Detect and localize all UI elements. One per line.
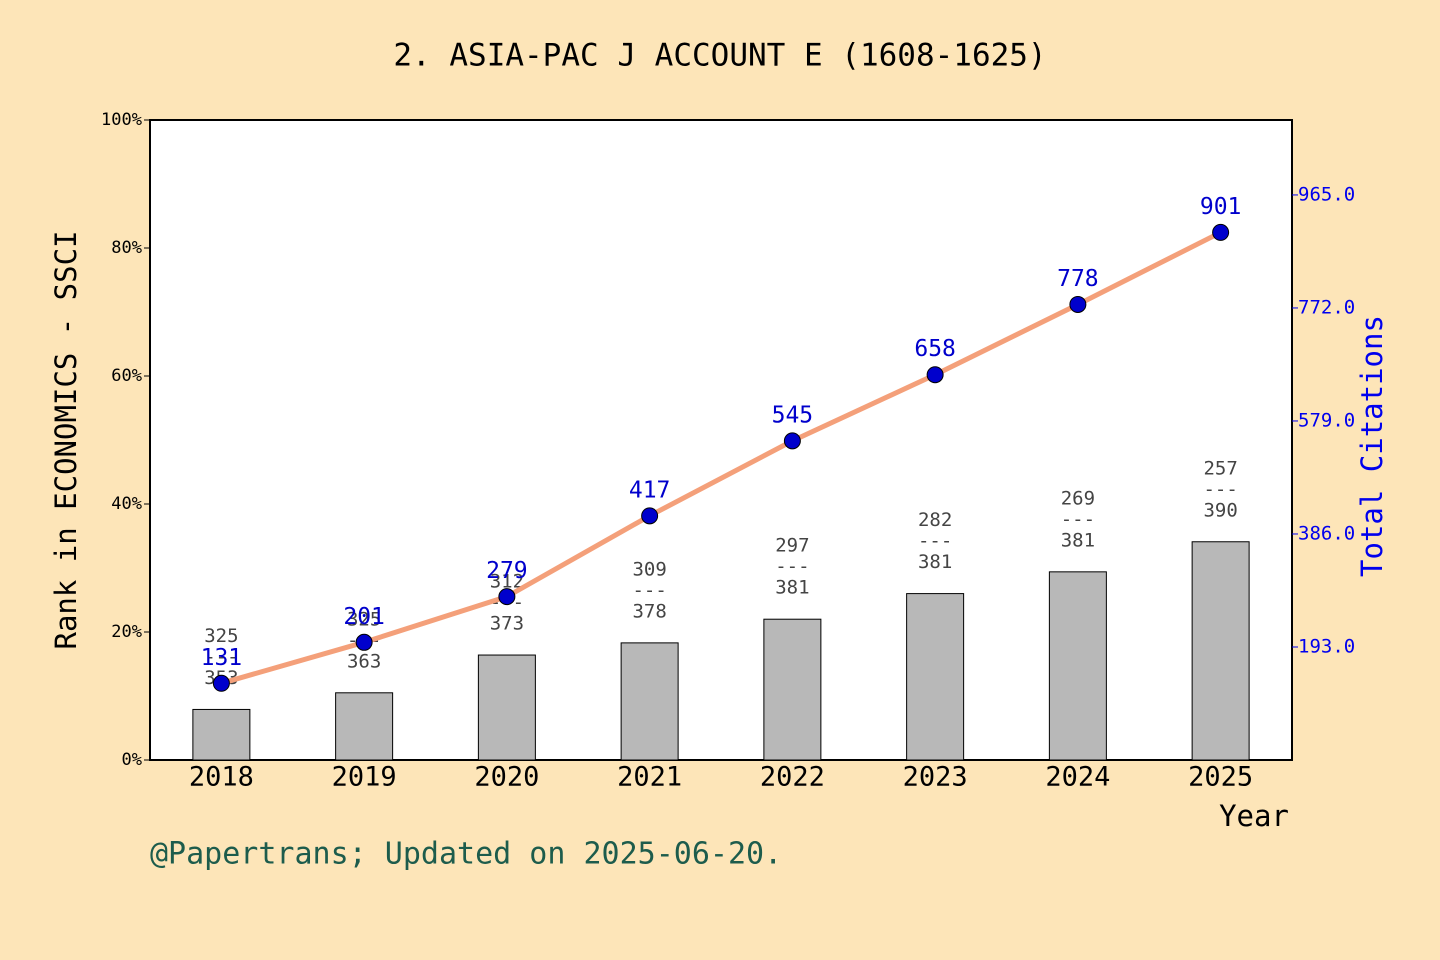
total-label: 373 — [490, 613, 524, 635]
total-label: 381 — [1061, 529, 1095, 551]
citation-label: 778 — [1057, 266, 1099, 292]
rank-separator: --- — [1203, 478, 1237, 500]
citation-label: 545 — [772, 402, 814, 428]
x-tick-label: 2024 — [1045, 762, 1110, 793]
citation-label: 279 — [486, 558, 528, 584]
marker — [783, 432, 801, 450]
rank-separator: --- — [775, 556, 809, 578]
bar — [1191, 541, 1250, 761]
rank-label: 257 — [1203, 457, 1237, 479]
y2-tick-label: 193.0 — [1298, 635, 1355, 657]
y-tick-label: 100% — [101, 110, 142, 130]
plot-area — [149, 119, 1293, 761]
x-tick-label: 2023 — [903, 762, 968, 793]
rank-label: 325 — [204, 625, 238, 647]
x-axis-label: Year — [1219, 799, 1289, 833]
rank-label: 312 — [490, 571, 524, 593]
bar — [192, 708, 251, 761]
bar — [477, 654, 536, 761]
y2-tick-label: 965.0 — [1298, 183, 1355, 205]
y2-axis-label: Total Citations — [1355, 315, 1389, 577]
x-tick-label: 2019 — [332, 762, 397, 793]
bar — [906, 593, 965, 761]
citation-label: 201 — [343, 604, 385, 630]
total-label: 381 — [775, 577, 809, 599]
y-tick-label: 40% — [111, 494, 142, 514]
total-label: 378 — [632, 600, 666, 622]
rank-label: 297 — [775, 535, 809, 557]
citation-label: 417 — [629, 477, 671, 503]
bar — [763, 618, 822, 761]
footer: @Papertrans; Updated on 2025-06-20. — [150, 837, 782, 872]
y-tick-label: 80% — [111, 238, 142, 258]
total-label: 363 — [347, 650, 381, 672]
rank-label: 325 — [347, 608, 381, 630]
y2-tick-label: 772.0 — [1298, 296, 1355, 318]
x-tick-label: 2018 — [189, 762, 254, 793]
marker — [641, 507, 659, 525]
citation-label: 131 — [201, 645, 243, 671]
marker — [212, 674, 230, 692]
y-tick-label: 60% — [111, 366, 142, 386]
marker — [498, 588, 516, 606]
marker — [355, 633, 373, 651]
citation-label: 658 — [914, 336, 956, 362]
marker — [1069, 295, 1087, 313]
total-label: 390 — [1203, 499, 1237, 521]
x-tick-label: 2020 — [474, 762, 539, 793]
citation-label: 901 — [1200, 194, 1242, 220]
x-tick-label: 2025 — [1188, 762, 1253, 793]
x-tick-label: 2021 — [617, 762, 682, 793]
chart-title: 2. ASIA-PAC J ACCOUNT E (1608-1625) — [393, 38, 1046, 74]
x-tick-label: 2022 — [760, 762, 825, 793]
bar — [1048, 571, 1107, 761]
y-axis-label: Rank in ECONOMICS - SSCI — [49, 230, 83, 649]
rank-separator: --- — [204, 646, 238, 668]
citation-line — [220, 230, 1222, 686]
rank-label: 282 — [918, 509, 952, 531]
y2-tick-label: 386.0 — [1298, 522, 1355, 544]
marker — [1212, 223, 1230, 241]
rank-separator: --- — [1061, 508, 1095, 530]
y-tick-label: 20% — [111, 622, 142, 642]
y2-tick-label: 579.0 — [1298, 409, 1355, 431]
rank-label: 309 — [632, 558, 666, 580]
bar — [335, 692, 394, 761]
total-label: 381 — [918, 551, 952, 573]
y-tick-label: 0% — [122, 750, 142, 770]
rank-separator: --- — [632, 579, 666, 601]
rank-separator: --- — [918, 530, 952, 552]
marker — [926, 366, 944, 384]
rank-label: 269 — [1061, 487, 1095, 509]
bar — [620, 642, 679, 761]
